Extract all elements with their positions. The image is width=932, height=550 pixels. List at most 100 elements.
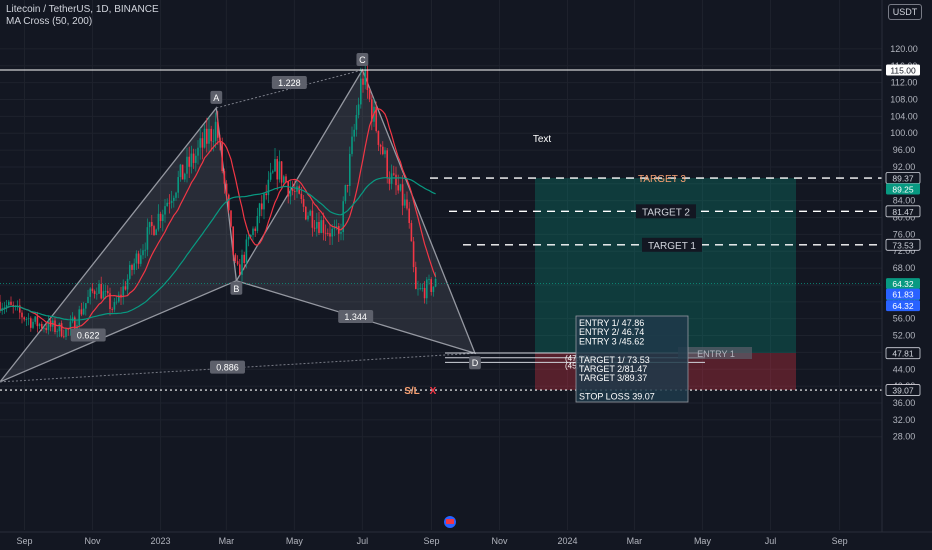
entry-label: ENTRY 1: [697, 349, 735, 359]
candle-body: [78, 309, 80, 326]
price-tag-bg: [886, 64, 920, 76]
candle-body: [353, 129, 355, 137]
candle-body: [329, 233, 331, 237]
candle-body: [412, 241, 415, 268]
symbol-title[interactable]: Litecoin / TetherUS, 1D, BINANCE: [6, 4, 159, 15]
candle-body: [177, 177, 179, 193]
time-tick: May: [694, 536, 712, 546]
candle-body: [195, 155, 197, 163]
note-line-5: TARGET 1/ 73.53: [579, 355, 650, 365]
candle-body: [157, 213, 160, 230]
price-tick: 80.00: [893, 213, 916, 223]
candle-body: [307, 215, 309, 220]
candle-body: [399, 184, 402, 191]
candle-body: [274, 159, 276, 172]
candle-body: [47, 320, 50, 331]
candle-body: [250, 234, 252, 238]
ratio-xb: 0.622: [77, 331, 100, 341]
indicator-legend[interactable]: MA Cross (50, 200): [6, 16, 93, 27]
pattern-point-a: A: [213, 93, 219, 103]
candle-body: [126, 278, 129, 290]
time-tick: May: [286, 536, 304, 546]
candle-body: [386, 150, 388, 179]
time-axis[interactable]: Sep Nov 2023 Mar May Jul Sep Nov 2024 Mar May Jul Se…: [0, 516, 932, 546]
candle-body: [181, 164, 184, 180]
candle-body: [254, 228, 256, 231]
candle-body: [428, 279, 430, 280]
target-label-1: TARGET 1: [648, 241, 696, 252]
candle-body: [331, 228, 333, 237]
chart-grid: [0, 0, 882, 530]
time-tick: 2024: [558, 536, 578, 546]
candle-body: [91, 288, 94, 292]
candle-body: [186, 156, 188, 174]
price-tag-bg: [886, 278, 920, 290]
price-tick: 52.00: [893, 331, 916, 341]
candle-body: [276, 159, 278, 180]
target-label-bg: [642, 237, 702, 252]
entry-label-bg: [678, 346, 752, 359]
candle-body: [27, 318, 30, 320]
candle-body: [256, 216, 259, 231]
price-tick: 28.00: [893, 432, 916, 442]
price-axis[interactable]: 120.00116.00112.00108.00104.00100.0096.0…: [881, 0, 932, 550]
time-tick: Mar: [219, 536, 235, 546]
candle-body: [142, 250, 144, 256]
price-tag: 115.00: [890, 66, 916, 76]
candle-body: [357, 104, 360, 115]
pattern-point-d-bg: [469, 356, 481, 370]
candle-body: [129, 265, 131, 279]
candle-body: [41, 323, 43, 329]
candle-body: [197, 147, 199, 156]
candle-body: [38, 323, 41, 327]
candle-body: [45, 327, 47, 331]
candle-body: [32, 321, 34, 328]
candle-body: [287, 181, 289, 197]
price-tag: 73.53: [892, 240, 914, 250]
candle-body: [34, 316, 36, 322]
candle-body: [25, 319, 28, 320]
pattern-point-c: C: [359, 55, 366, 65]
candle-body: [362, 78, 364, 85]
price-tick: 84.00: [893, 196, 916, 206]
stop-loss-mark: X: [430, 386, 437, 397]
candle-body: [388, 178, 391, 184]
time-tick: Mar: [627, 536, 643, 546]
candle-body: [269, 172, 272, 180]
candle-body: [335, 226, 338, 228]
candle-body: [263, 193, 265, 210]
ratio-xd-bg: [209, 360, 245, 374]
candle-body: [342, 201, 344, 233]
candlestick-series: [0, 62, 437, 340]
candle-body: [54, 320, 56, 332]
ratio-xd: 0.886: [216, 363, 239, 373]
candle-body: [406, 199, 408, 209]
price-tag-bg: [885, 238, 921, 251]
candle-body: [272, 171, 274, 173]
candle-body: [419, 288, 421, 289]
candle-body: [302, 199, 305, 207]
price-tick: 44.00: [893, 364, 916, 374]
candle-body: [36, 316, 39, 327]
candle-body: [390, 173, 393, 184]
candle-body: [401, 184, 404, 206]
pattern-point-d: D: [472, 358, 479, 368]
candle-body: [375, 106, 377, 132]
candle-body: [184, 173, 186, 180]
candle-body: [153, 226, 155, 236]
candle-body: [265, 193, 267, 196]
candle-body: [56, 331, 58, 333]
candle-body: [80, 309, 83, 315]
candle-body: [239, 264, 241, 275]
note-line-6: TARGET 2/81.47: [579, 364, 647, 374]
candle-body: [144, 249, 146, 251]
candle-body: [8, 301, 10, 306]
price-tag: 89.37: [892, 174, 914, 184]
candle-body: [122, 286, 124, 298]
candle-body: [58, 323, 61, 332]
candle-body: [234, 254, 237, 262]
time-tick: Sep: [423, 536, 439, 546]
currency-button[interactable]: USDT: [888, 4, 922, 20]
time-tick: Sep: [17, 536, 33, 546]
